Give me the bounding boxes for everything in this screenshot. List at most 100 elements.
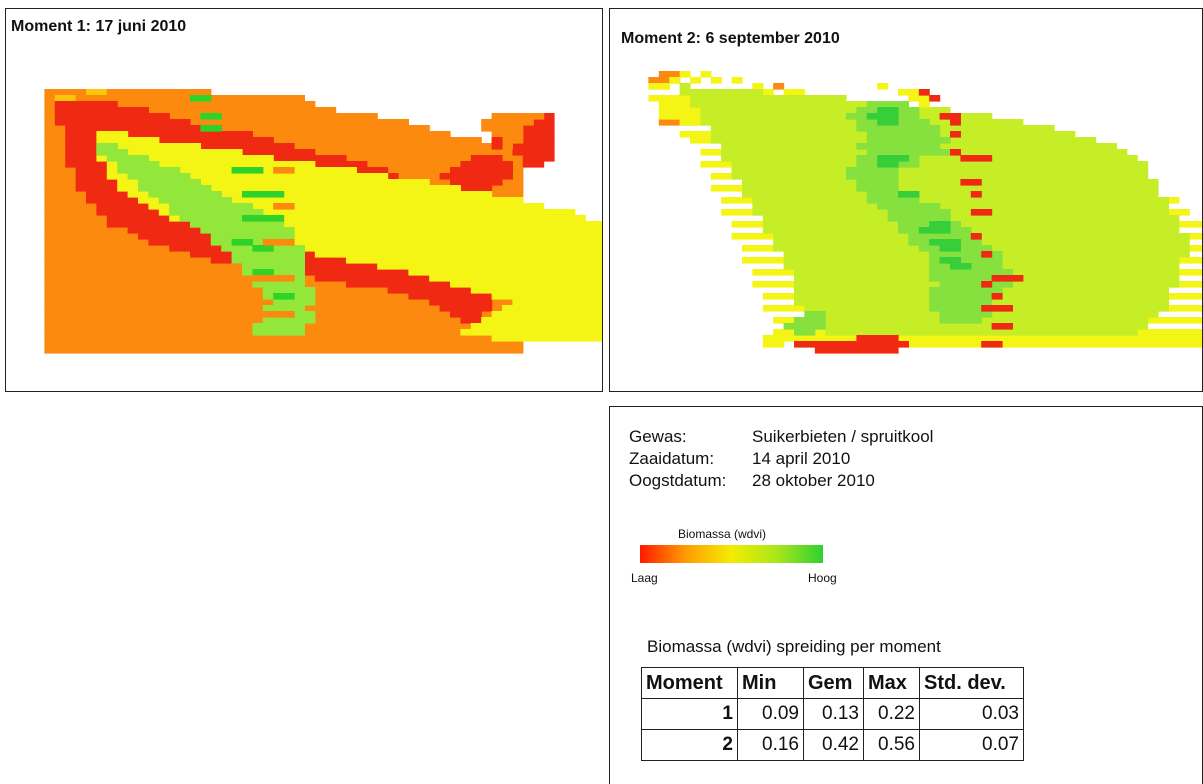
map-cell	[929, 269, 1013, 276]
map-cell	[877, 107, 899, 114]
map-cell	[856, 335, 899, 342]
map-cell	[991, 275, 1024, 282]
map-cell	[970, 191, 982, 198]
map-cell	[981, 251, 993, 258]
map-cell	[981, 341, 1003, 348]
map-cell	[721, 155, 1138, 162]
map-cell	[752, 83, 764, 90]
map-cell	[731, 173, 1149, 180]
map-cell	[866, 101, 909, 108]
map-cell	[190, 95, 212, 102]
table-header-row: Moment Min Gem Max Std. dev.	[641, 667, 1024, 699]
map-cell	[866, 191, 920, 198]
map-cell	[190, 221, 285, 228]
map-cell	[783, 89, 795, 96]
column-header-std-dev: Std. dev.	[919, 667, 1024, 699]
map-cell	[794, 89, 805, 96]
map-cell	[991, 323, 1013, 330]
map-cell	[877, 155, 909, 162]
map-cell	[96, 155, 274, 162]
map-cell	[752, 203, 1169, 210]
map-cell	[470, 323, 602, 330]
map-cell	[460, 161, 513, 168]
map-cell	[939, 317, 982, 324]
map-cell	[690, 101, 899, 108]
map-cell	[491, 137, 503, 144]
map-cell	[814, 323, 1149, 330]
map-cell	[939, 245, 961, 252]
map-cell	[314, 275, 482, 282]
cell-std-dev: 0.03	[919, 698, 1024, 730]
map-cell	[44, 341, 524, 348]
map-cell	[262, 305, 305, 312]
cell-moment: 1	[641, 698, 738, 730]
map-cell	[106, 173, 389, 180]
map-cell	[138, 179, 201, 186]
map-cell	[346, 257, 602, 264]
map-cell	[127, 173, 191, 180]
map-cell	[460, 317, 482, 324]
map-cell	[252, 245, 274, 252]
map-cell	[658, 71, 670, 78]
map-cell	[117, 185, 461, 192]
map-cell	[283, 269, 482, 276]
map-cell	[533, 119, 555, 126]
cell-min: 0.09	[737, 698, 804, 730]
map-cell	[96, 149, 243, 156]
map-cell	[231, 167, 264, 174]
biomass-map-moment-1	[44, 89, 602, 354]
map-cell	[86, 89, 108, 96]
map-cell	[929, 239, 961, 246]
map-cell	[387, 161, 409, 168]
map-cell	[950, 263, 972, 270]
map-cell	[918, 227, 951, 234]
map-cell	[908, 233, 972, 240]
map-cell	[231, 239, 253, 246]
map-cell	[742, 179, 1159, 186]
map-cell	[231, 257, 305, 264]
map-cell	[648, 95, 691, 102]
crop-value: Suikerbieten / spruitkool	[752, 427, 934, 446]
map-cell	[491, 311, 602, 318]
map-cell	[887, 215, 951, 222]
map-cell	[262, 287, 316, 294]
map-cell	[242, 191, 285, 198]
column-header-moment: Moment	[641, 667, 738, 699]
map-cell	[200, 113, 222, 120]
map-cell	[522, 155, 555, 162]
map-cell	[117, 179, 430, 186]
map-cell	[252, 329, 305, 336]
map-cell	[65, 131, 253, 138]
map-cell	[762, 89, 774, 96]
map-cell	[866, 149, 951, 156]
map-cell	[242, 263, 472, 270]
map-cell	[481, 317, 602, 324]
map-cell	[242, 341, 274, 348]
map-cell	[460, 185, 493, 192]
map-cell	[273, 167, 295, 174]
legend-color-ramp	[640, 545, 823, 563]
map-cell	[690, 95, 847, 102]
map-cell	[762, 221, 1180, 228]
map-cell	[158, 209, 576, 216]
map-cell	[377, 263, 602, 270]
map-cell	[439, 305, 493, 312]
map-cell	[44, 101, 316, 108]
map-cell	[450, 281, 602, 288]
map-cell	[939, 311, 993, 318]
map-cell	[491, 113, 545, 120]
map-cell	[138, 197, 524, 204]
map-cell	[522, 131, 555, 138]
cell-min: 0.16	[737, 729, 804, 761]
map-cell	[898, 89, 920, 96]
map-cell	[96, 149, 129, 156]
map-cell	[470, 287, 602, 294]
map-cell	[762, 341, 785, 348]
map-cell	[960, 155, 993, 162]
crop-label: Gewas:	[629, 427, 687, 446]
map-cell	[117, 167, 181, 174]
map-cell	[794, 341, 909, 348]
map-cell	[481, 119, 534, 126]
map-cell	[877, 119, 899, 126]
map-cell	[877, 203, 941, 210]
